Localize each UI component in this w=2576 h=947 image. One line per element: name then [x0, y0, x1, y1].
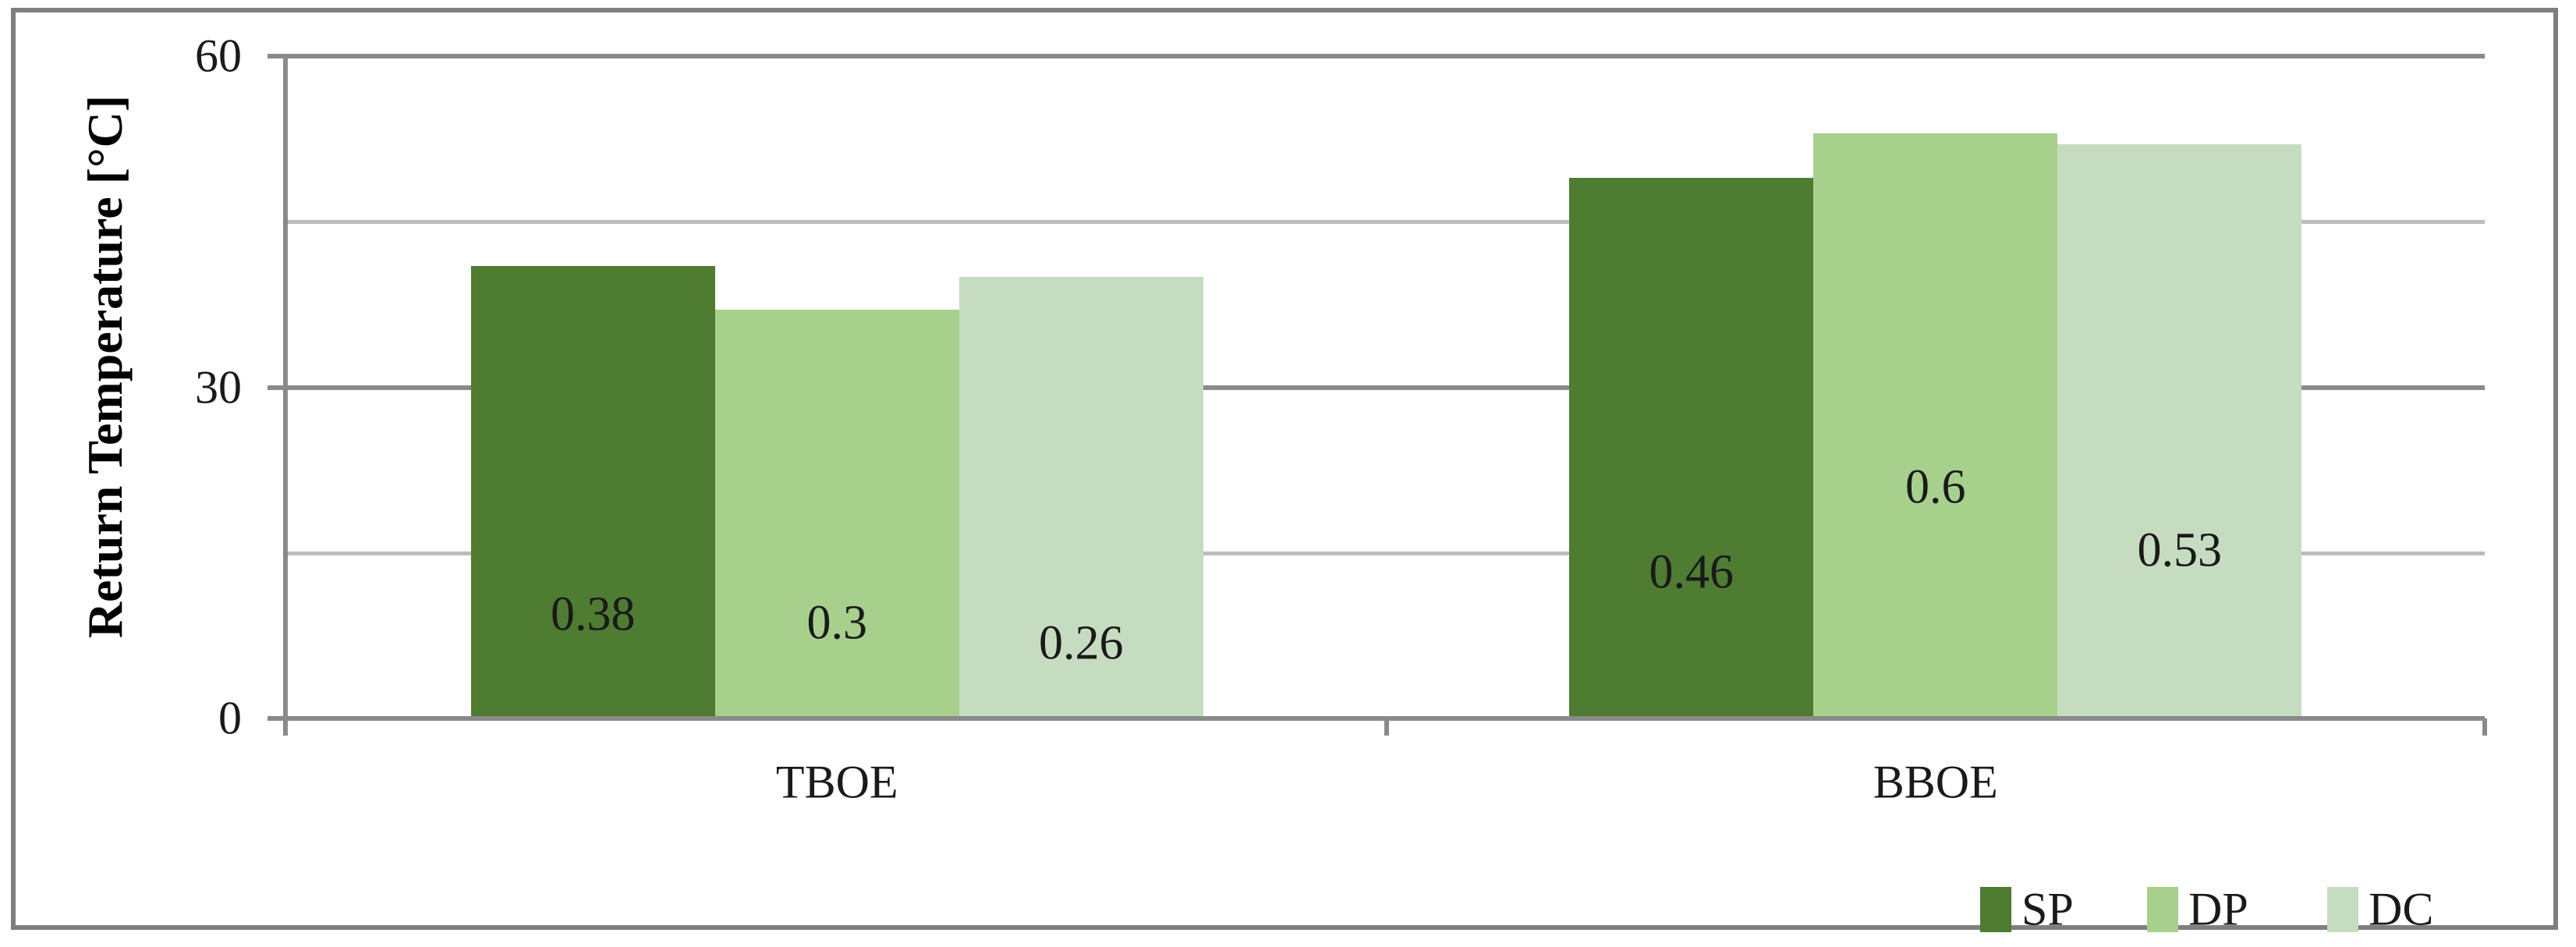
bar-BBOE-DP [1813, 133, 2058, 716]
data-label-TBOE-DC: 0.26 [1039, 616, 1124, 670]
y-axis-line [283, 55, 288, 736]
data-label-BBOE-SP: 0.46 [1649, 545, 1734, 599]
bar-BBOE-DC [2057, 144, 2302, 716]
minor-gridline-45 [288, 220, 2485, 225]
chart-border [11, 8, 2558, 930]
y-tick-label-0: 0 [218, 692, 242, 744]
data-label-TBOE-SP: 0.38 [551, 587, 636, 641]
y-tick-label-60: 60 [195, 30, 242, 82]
y-tick-label-30: 30 [195, 361, 242, 413]
category-label-TBOE: TBOE [775, 756, 898, 808]
minor-gridline-15 [288, 551, 2485, 555]
legend-label-DP: DP [2188, 883, 2248, 935]
x-axis-boundary-tick-1 [1384, 718, 1389, 736]
x-axis-boundary-tick-2 [2482, 718, 2487, 736]
data-label-TBOE-DP: 0.3 [806, 596, 868, 650]
legend-label-DC: DC [2369, 883, 2434, 935]
data-label-BBOE-DP: 0.6 [1905, 460, 1966, 514]
bar-BBOE-SP [1569, 177, 1814, 716]
legend-label-SP: SP [2021, 883, 2074, 935]
legend-swatch-SP [1980, 887, 2011, 932]
legend-swatch-DP [2147, 887, 2178, 932]
category-label-BBOE: BBOE [1873, 756, 1998, 808]
major-gridline-0 [268, 716, 2485, 721]
bar-TBOE-SP [470, 265, 715, 716]
major-gridline-30 [268, 385, 2485, 390]
data-label-BBOE-DC: 0.53 [2137, 523, 2223, 577]
major-gridline-60 [268, 54, 2485, 59]
legend-swatch-DC [2327, 887, 2358, 932]
bar-TBOE-DP [714, 310, 959, 716]
bar-TBOE-DC [958, 277, 1203, 716]
